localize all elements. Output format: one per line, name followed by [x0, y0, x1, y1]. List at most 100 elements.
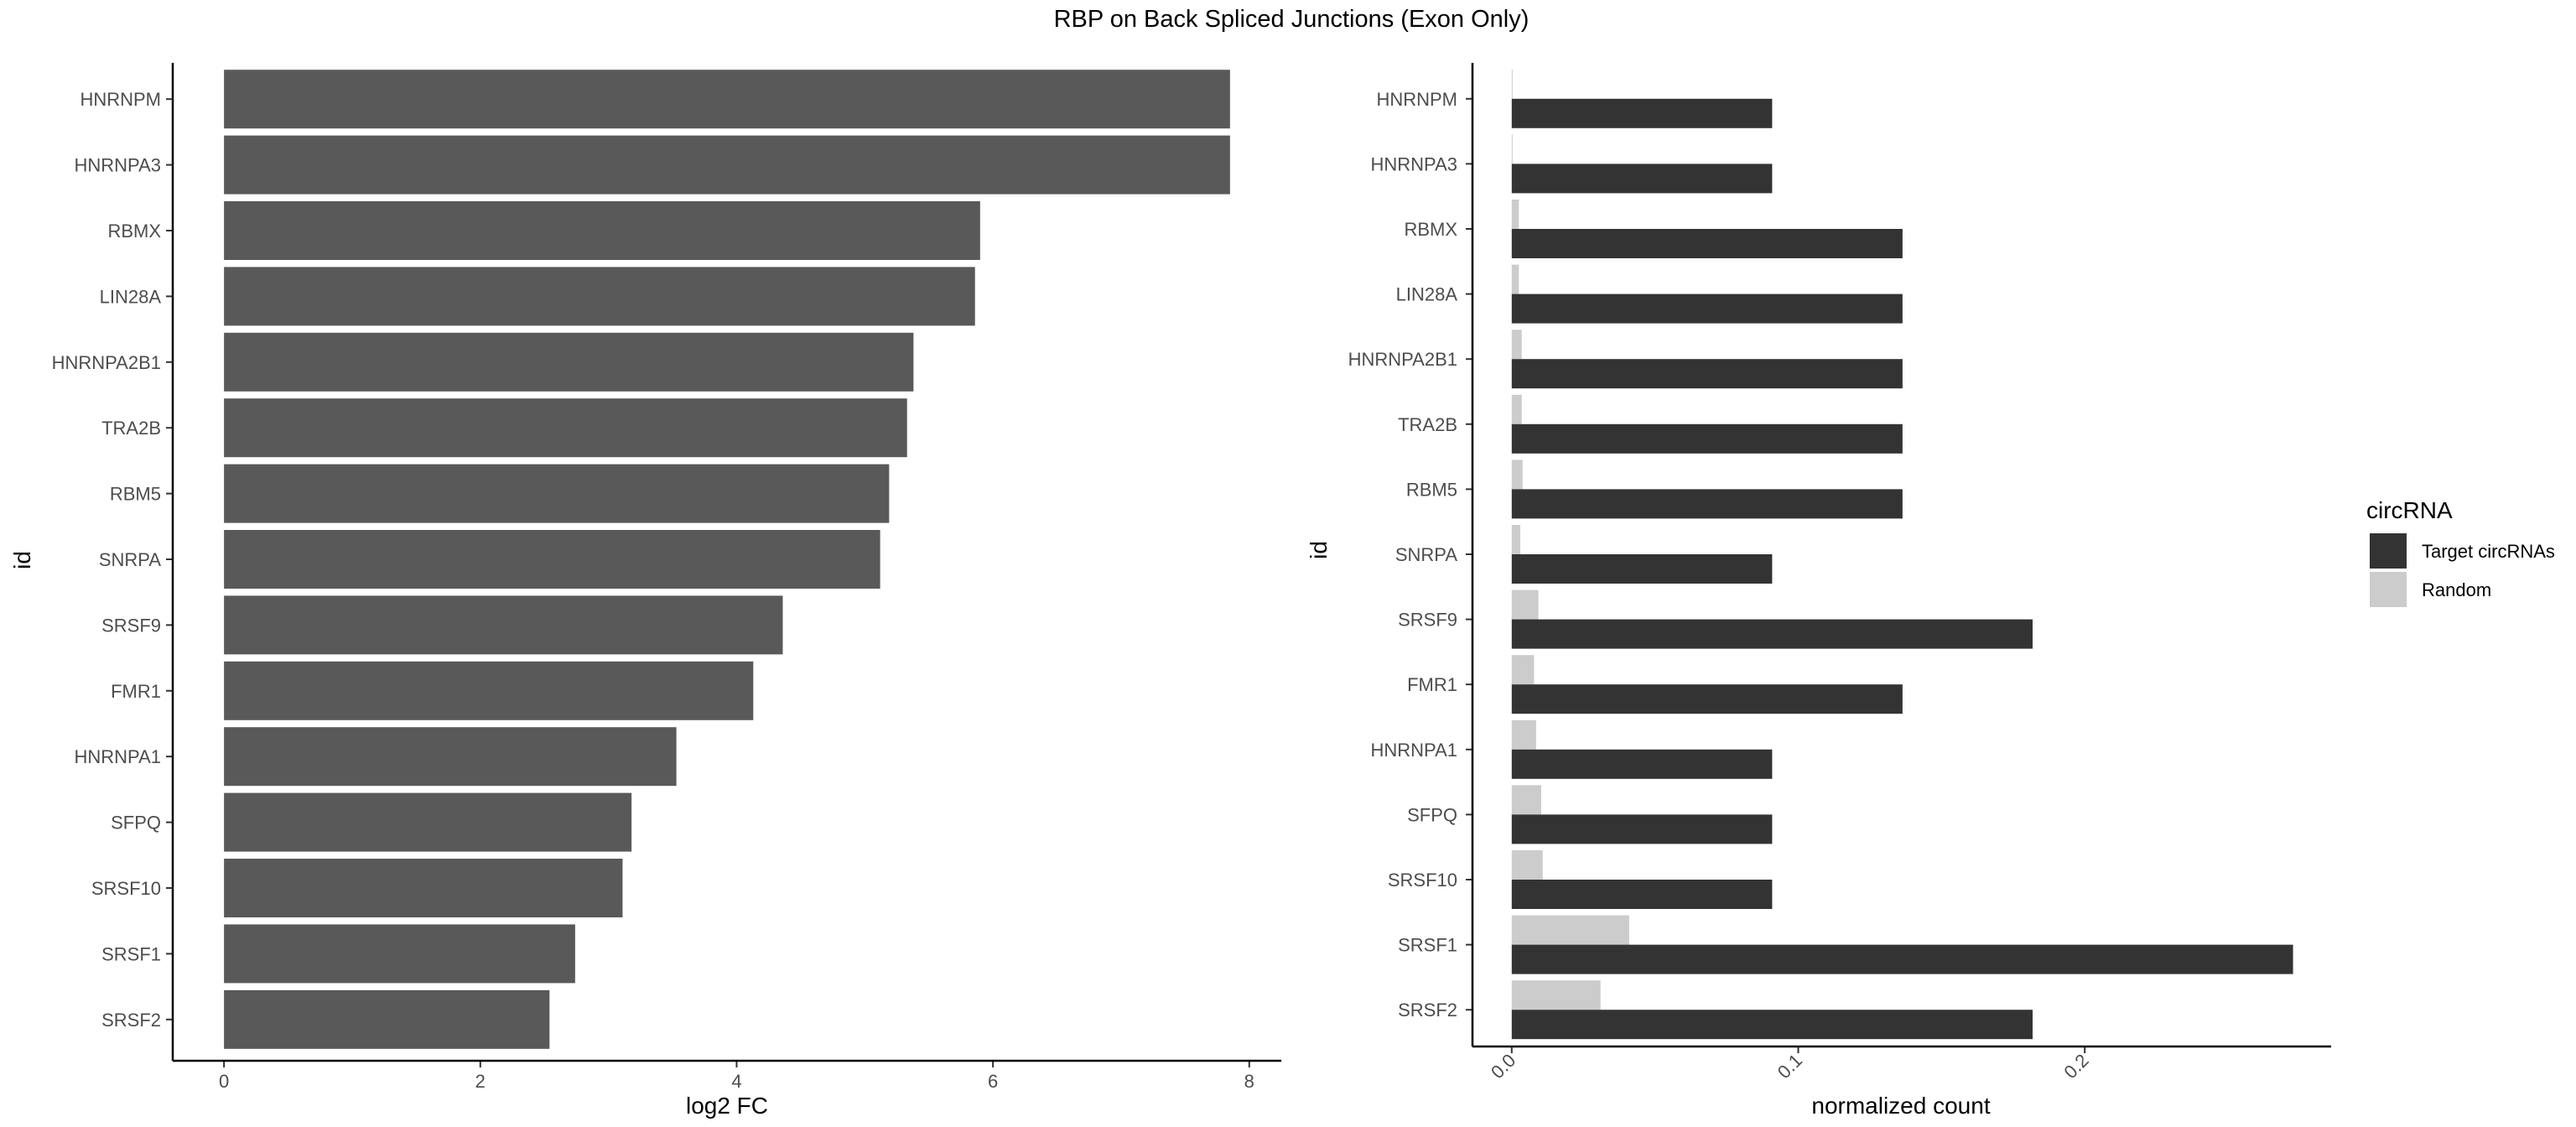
bar-random-hnrnpa2b1 [1511, 330, 1522, 360]
right-y-axis-title: id [1306, 541, 1332, 559]
y-tick-label: HNRNPA1 [74, 746, 161, 767]
bar-random-sfpq [1511, 785, 1542, 815]
bar-random-hnrnpa3 [1511, 134, 1513, 164]
y-tick-label: SRSF10 [91, 878, 161, 899]
y-tick-label: HNRNPA1 [1370, 740, 1457, 761]
y-tick-label: SRSF9 [101, 615, 161, 636]
bar-random-rbm5 [1511, 460, 1523, 490]
legend-swatch-random [2370, 572, 2407, 607]
y-tick-label: SRSF10 [1388, 870, 1457, 891]
legend-title: circRNA [2366, 497, 2453, 523]
bar-target-snrpa [1511, 554, 1773, 584]
y-tick-label: HNRNPA2B1 [1348, 349, 1457, 370]
bar-hnrnpm [224, 70, 1230, 129]
y-tick-label: FMR1 [1407, 674, 1457, 695]
y-tick-label: RBM5 [110, 484, 161, 505]
legend-label-random: Random [2422, 579, 2491, 600]
bar-target-tra2b [1511, 423, 1903, 454]
bar-random-fmr1 [1511, 655, 1535, 685]
bar-target-hnrnpm [1511, 98, 1773, 128]
y-tick-label: RBMX [107, 221, 161, 242]
y-tick-label: SFPQ [1407, 804, 1457, 825]
legend-items: Target circRNAs Random [2370, 533, 2555, 607]
bar-random-lin28a [1511, 264, 1519, 294]
bar-random-hnrnpa1 [1511, 719, 1536, 750]
bar-random-srsf1 [1511, 915, 1629, 945]
y-tick-label: TRA2B [101, 418, 161, 439]
x-tick-label: 6 [988, 1071, 998, 1092]
bar-snrpa [224, 530, 880, 589]
bar-rbmx [224, 201, 980, 260]
x-tick-label: 8 [1244, 1071, 1254, 1092]
x-tick-label: 0.2 [2059, 1050, 2092, 1083]
y-tick-label: FMR1 [111, 681, 161, 702]
right-x-tick-labels: 0.0 0.1 0.2 [1487, 1046, 2093, 1083]
bar-target-fmr1 [1511, 684, 1903, 714]
y-tick-label: SNRPA [1395, 544, 1457, 565]
y-tick-label: HNRNPM [1376, 89, 1457, 110]
normalized-count-bars [1511, 69, 2293, 1040]
right-y-tick-labels: HNRNPM HNRNPA3 RBMX LIN28A HNRNPA2B1 TRA2B RBM… [1348, 89, 1472, 1021]
figure-title: RBP on Back Spliced Junctions (Exon Only… [1054, 6, 1530, 33]
legend: circRNA Target circRNAs Random [2366, 497, 2555, 607]
x-tick-label: 0 [219, 1071, 229, 1092]
y-tick-label: SRSF2 [1398, 1000, 1457, 1021]
x-tick-label: 4 [731, 1071, 741, 1092]
bar-target-hnrnpa3 [1511, 164, 1773, 194]
bar-random-srsf9 [1511, 589, 1539, 620]
bar-random-snrpa [1511, 525, 1521, 554]
left-y-tick-labels: HNRNPM HNRNPA3 RBMX LIN28A HNRNPA2B1 TRA2B RBM… [52, 89, 173, 1031]
y-tick-label: RBM5 [1406, 479, 1457, 500]
y-tick-label: SRSF1 [101, 943, 161, 964]
bar-target-hnrnpa2b1 [1511, 359, 1903, 389]
bar-srsf2 [224, 989, 550, 1049]
y-tick-label: SRSF2 [101, 1010, 161, 1031]
bar-target-hnrnpa1 [1511, 749, 1773, 779]
y-tick-label: SRSF1 [1398, 935, 1457, 956]
x-tick-label: 0.0 [1487, 1050, 1519, 1083]
right-x-axis-title: normalized count [1811, 1093, 1990, 1119]
y-tick-label: LIN28A [100, 286, 162, 307]
left-x-axis-title: log2 FC [686, 1093, 768, 1119]
y-tick-label: SRSF9 [1398, 610, 1457, 631]
bar-target-sfpq [1511, 814, 1773, 844]
y-tick-label: HNRNPA3 [1370, 153, 1457, 174]
bar-hnrnpa2b1 [224, 332, 914, 392]
bar-target-srsf10 [1511, 880, 1773, 909]
bar-random-rbmx [1511, 200, 1519, 229]
left-x-tick-labels: 0 2 4 6 8 [219, 1061, 1254, 1092]
bar-target-rbmx [1511, 229, 1903, 258]
bar-target-lin28a [1511, 293, 1903, 324]
y-tick-label: HNRNPA2B1 [52, 352, 161, 373]
left-y-axis-title: id [9, 551, 35, 569]
y-tick-label: SNRPA [99, 549, 161, 570]
y-tick-label: RBMX [1404, 219, 1457, 240]
bar-hnrnpa1 [224, 727, 677, 787]
normalized-count-panel: HNRNPM HNRNPA3 RBMX LIN28A HNRNPA2B1 TRA2B RBM… [1306, 63, 2331, 1119]
bar-hnrnpa3 [224, 135, 1230, 195]
x-tick-label: 2 [475, 1071, 486, 1092]
y-tick-label: LIN28A [1396, 284, 1458, 305]
log2fc-panel: HNRNPM HNRNPA3 RBMX LIN28A HNRNPA2B1 TRA2B RBM… [9, 63, 1281, 1119]
legend-swatch-target-circrnas [2370, 533, 2407, 569]
bar-random-srsf2 [1511, 980, 1601, 1010]
bar-random-tra2b [1511, 394, 1522, 424]
bar-srsf1 [224, 924, 575, 984]
bar-srsf10 [224, 859, 623, 917]
x-tick-label: 0.1 [1774, 1050, 1806, 1083]
bar-target-srsf2 [1511, 1010, 2033, 1040]
bar-sfpq [224, 792, 632, 852]
bar-random-srsf10 [1511, 850, 1543, 880]
bar-target-srsf1 [1511, 944, 2293, 974]
log2fc-bars [224, 70, 1230, 1049]
legend-label-target-circrnas: Target circRNAs [2422, 541, 2555, 562]
y-tick-label: HNRNPM [80, 89, 161, 110]
y-tick-label: SFPQ [111, 813, 161, 834]
y-tick-label: TRA2B [1398, 414, 1457, 435]
bar-rbm5 [224, 464, 890, 523]
bar-tra2b [224, 398, 907, 458]
bar-srsf9 [224, 595, 783, 655]
bar-fmr1 [224, 661, 754, 720]
bar-random-hnrnpm [1511, 69, 1513, 99]
